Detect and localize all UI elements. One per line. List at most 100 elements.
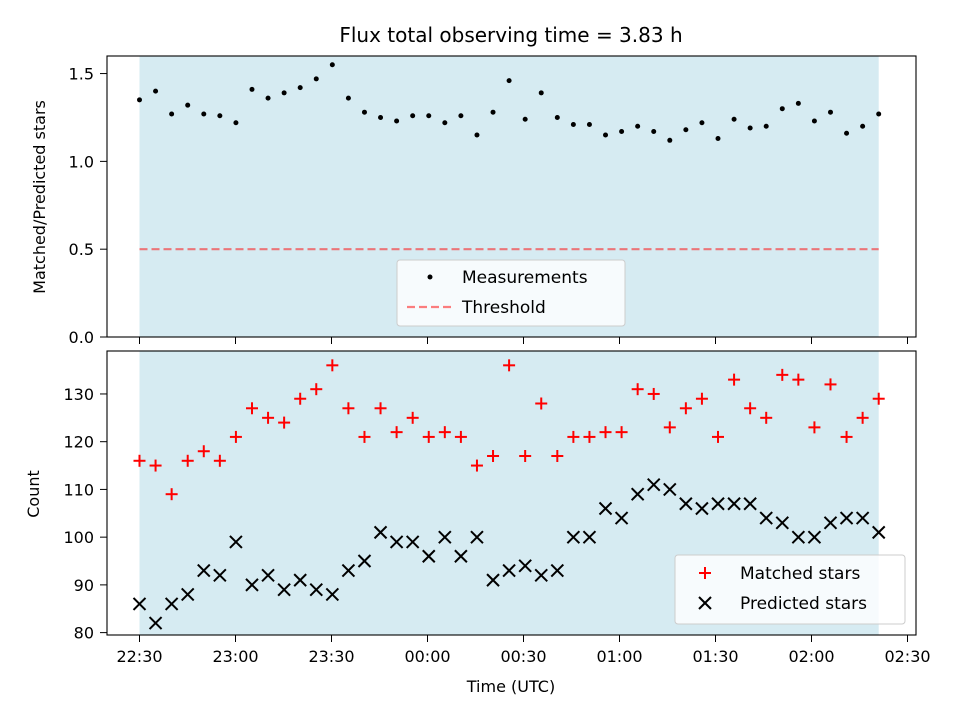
top-y-axis-label: Matched/Predicted stars (30, 100, 49, 294)
matched-star-point (294, 392, 307, 405)
bottom-panel: 80 90 100 110 120 130 22:30 23:00 23:30 00:00 00:… (24, 350, 931, 696)
y-tick-label: 110 (63, 480, 94, 499)
legend-predicted-marker (698, 596, 712, 610)
measurement-point (442, 120, 448, 126)
measurement-point (137, 97, 142, 103)
matched-star-point (872, 392, 885, 405)
measurement-point (185, 102, 191, 108)
matched-star-point (262, 411, 275, 424)
matched-star-point (213, 454, 226, 467)
legend-matched-label: Matched stars (740, 564, 860, 584)
matched-star-point (326, 359, 339, 372)
matched-star-point (470, 459, 483, 472)
x-tick-label: 02:30 (884, 647, 930, 666)
matched-star-point (278, 416, 291, 429)
x-tick-label: 01:00 (596, 647, 642, 666)
matched-star-point (615, 426, 628, 439)
measurement-point (249, 86, 255, 92)
y-tick-label: 100 (63, 528, 94, 547)
predicted-star-point (582, 530, 597, 544)
predicted-star-point (164, 597, 179, 611)
predicted-star-point (663, 482, 677, 497)
matched-star-point (342, 402, 355, 415)
measurement-point (426, 113, 432, 119)
predicted-star-point (791, 530, 806, 544)
matched-star-point (663, 421, 676, 434)
measurement-point (233, 120, 239, 126)
measurement-point (265, 95, 271, 101)
matched-star-point (165, 488, 178, 501)
measurement-point (153, 88, 159, 94)
matched-star-point (519, 450, 532, 463)
x-tick-label: 01:30 (692, 647, 738, 666)
matched-star-point (454, 430, 467, 443)
predicted-star-point (727, 497, 741, 511)
measurement-point (378, 114, 384, 120)
legend-threshold-label: Threshold (461, 298, 546, 318)
matched-star-point (631, 383, 644, 396)
predicted-star-point (759, 511, 773, 525)
predicted-star-point (855, 511, 870, 525)
matched-star-point (149, 459, 162, 472)
measurement-point (554, 114, 560, 120)
matched-star-point (374, 402, 387, 415)
matched-star-point (679, 402, 692, 415)
measurement-point (217, 113, 223, 119)
matched-star-point (503, 359, 516, 372)
matched-star-point (567, 430, 580, 443)
measurement-point (763, 123, 769, 129)
matched-star-point (824, 378, 837, 391)
y-tick-label: 90 (74, 576, 94, 595)
x-tick-label: 02:00 (788, 647, 834, 666)
measurement-point (586, 121, 592, 127)
top-panel: 0.0 0.5 1.0 1.5 Matched/Predicted stars Mea… (30, 55, 917, 347)
measurement-point (394, 118, 400, 124)
predicted-star-point (197, 563, 211, 578)
matched-star-point (133, 454, 146, 467)
predicted-star-point (614, 511, 629, 525)
legend-measurements-label: Measurements (462, 268, 588, 288)
measurement-point (169, 111, 175, 117)
matched-star-point (229, 430, 242, 443)
matched-star-point (712, 430, 725, 443)
bottom-legend-box (674, 554, 906, 625)
predicted-star-point (389, 535, 404, 549)
predicted-star-point (213, 568, 227, 583)
predicted-star-point (438, 530, 452, 544)
predicted-star-point (743, 497, 757, 511)
predicted-star-point (357, 554, 372, 568)
y-tick-label: 1.0 (69, 152, 94, 171)
matched-star-point (438, 426, 451, 439)
matched-star-point (760, 411, 773, 424)
predicted-star-point (373, 525, 388, 540)
matched-star-point (744, 402, 757, 415)
measurement-point (860, 123, 866, 129)
measurement-point (827, 109, 833, 115)
predicted-star-point (261, 568, 275, 583)
matched-star-point (181, 454, 194, 467)
predicted-star-point (181, 587, 195, 602)
measurement-point (747, 125, 753, 131)
predicted-star-point (148, 616, 163, 630)
measurement-point (619, 129, 625, 135)
matched-star-point (358, 430, 371, 443)
predicted-star-point (823, 516, 838, 530)
measurement-point (490, 109, 496, 115)
predicted-star-point (293, 573, 307, 587)
matched-star-point (422, 430, 435, 443)
predicted-star-point (325, 587, 340, 602)
matched-star-point (310, 383, 323, 396)
measurement-point (651, 129, 657, 135)
predicted-star-point (566, 530, 581, 544)
predicted-star-point (807, 530, 822, 544)
y-tick-label: 130 (63, 385, 94, 404)
x-axis-label: Time (UTC) (466, 677, 555, 696)
legend-matched-marker (699, 567, 711, 579)
matched-star-point (487, 450, 500, 463)
measurement-point (731, 116, 737, 122)
measurement-point (667, 137, 673, 143)
matched-star-point (583, 430, 596, 443)
measurement-point (811, 118, 817, 124)
x-tick-label: 23:00 (212, 647, 258, 666)
measurement-point (506, 78, 512, 84)
